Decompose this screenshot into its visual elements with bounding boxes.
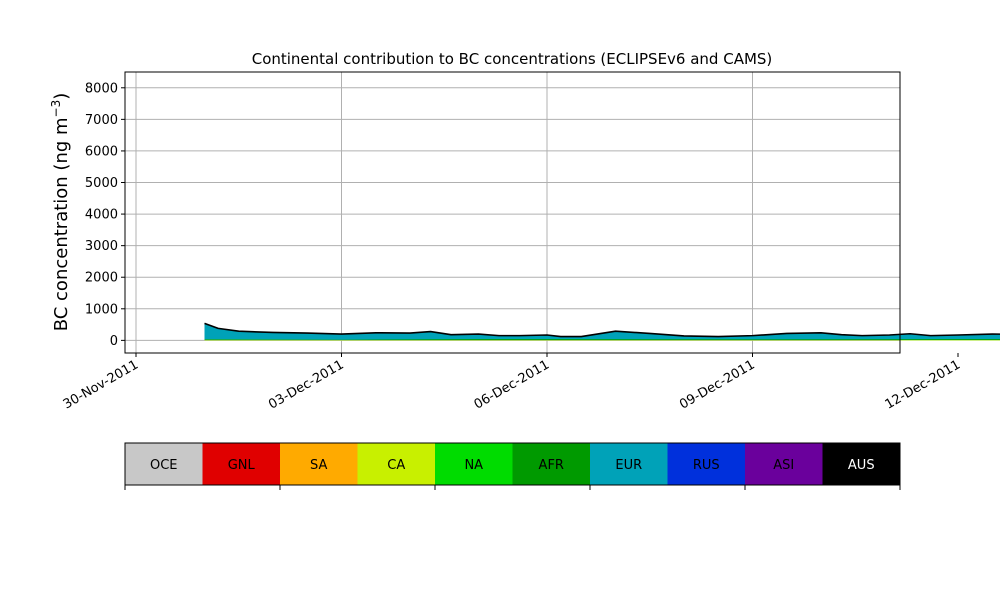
y-tick-label: 8000 xyxy=(85,81,118,96)
colorbar-label-ca: CA xyxy=(387,458,405,473)
colorbar-swatch-eur xyxy=(590,443,668,485)
colorbar-label-sa: SA xyxy=(310,458,327,473)
colorbar-label-na: NA xyxy=(464,458,483,473)
area-series xyxy=(204,322,1000,341)
colorbar-frame xyxy=(124,442,901,486)
colorbar-label-rus: RUS xyxy=(693,458,720,473)
y-tick-label: 0 xyxy=(110,334,118,349)
colorbar-swatch-afr xyxy=(512,443,591,485)
colorbar-swatch-rus xyxy=(667,443,746,485)
colorbar-label-asi: ASI xyxy=(773,458,794,473)
colorbar-swatch-ca xyxy=(357,443,436,485)
x-tick-label: 06-Dec-2011 xyxy=(472,357,552,412)
colorbar-label-afr: AFR xyxy=(539,458,564,473)
colorbar-label-oce: OCE xyxy=(150,458,178,473)
colorbar-swatch-asi xyxy=(745,443,823,485)
axes-frame xyxy=(124,71,901,354)
x-tick-label: 09-Dec-2011 xyxy=(677,357,757,412)
plot-background xyxy=(125,72,900,353)
axes xyxy=(124,71,901,354)
colorbar-label-gnl: GNL xyxy=(228,458,256,473)
x-tick-label: 03-Dec-2011 xyxy=(266,357,346,412)
colorbar-swatch-na xyxy=(435,443,513,485)
y-tick-label: 2000 xyxy=(85,271,118,286)
region-colorbar: OCE GNL SA CA NA AFR EUR RUS ASI AUS xyxy=(124,442,901,490)
x-axis-ticks: 30-Nov-2011 03-Dec-2011 06-Dec-2011 09-Dec-… xyxy=(61,353,963,413)
grid-lines xyxy=(125,72,900,353)
y-axis-label: BC concentration (ng m−3) xyxy=(49,93,72,332)
y-tick-label: 4000 xyxy=(85,208,118,223)
plot-area xyxy=(125,72,900,353)
y-tick-label: 5000 xyxy=(85,176,118,191)
y-tick-label: 6000 xyxy=(85,144,118,159)
colorbar-swatch-gnl xyxy=(202,443,281,485)
y-tick-label: 7000 xyxy=(85,113,118,128)
colorbar-label-aus: AUS xyxy=(848,458,875,473)
y-tick-label: 1000 xyxy=(85,302,118,317)
y-axis-ticks: 0 1000 2000 3000 4000 5000 6000 7000 8000 xyxy=(85,81,125,349)
colorbar-swatch-aus xyxy=(822,443,901,485)
total-line xyxy=(204,322,1000,338)
y-tick-label: 3000 xyxy=(85,239,118,254)
area-eur xyxy=(204,323,1000,341)
colorbar-label-eur: EUR xyxy=(615,458,642,473)
x-tick-label: 30-Nov-2011 xyxy=(61,357,141,412)
chart-title: Continental contribution to BC concentra… xyxy=(252,50,773,68)
colorbar-swatch-oce xyxy=(125,443,203,485)
x-tick-label: 12-Dec-2011 xyxy=(883,357,963,412)
colorbar-swatch-sa xyxy=(280,443,358,485)
y-axis-label-text: BC concentration (ng m−3) xyxy=(49,93,72,332)
